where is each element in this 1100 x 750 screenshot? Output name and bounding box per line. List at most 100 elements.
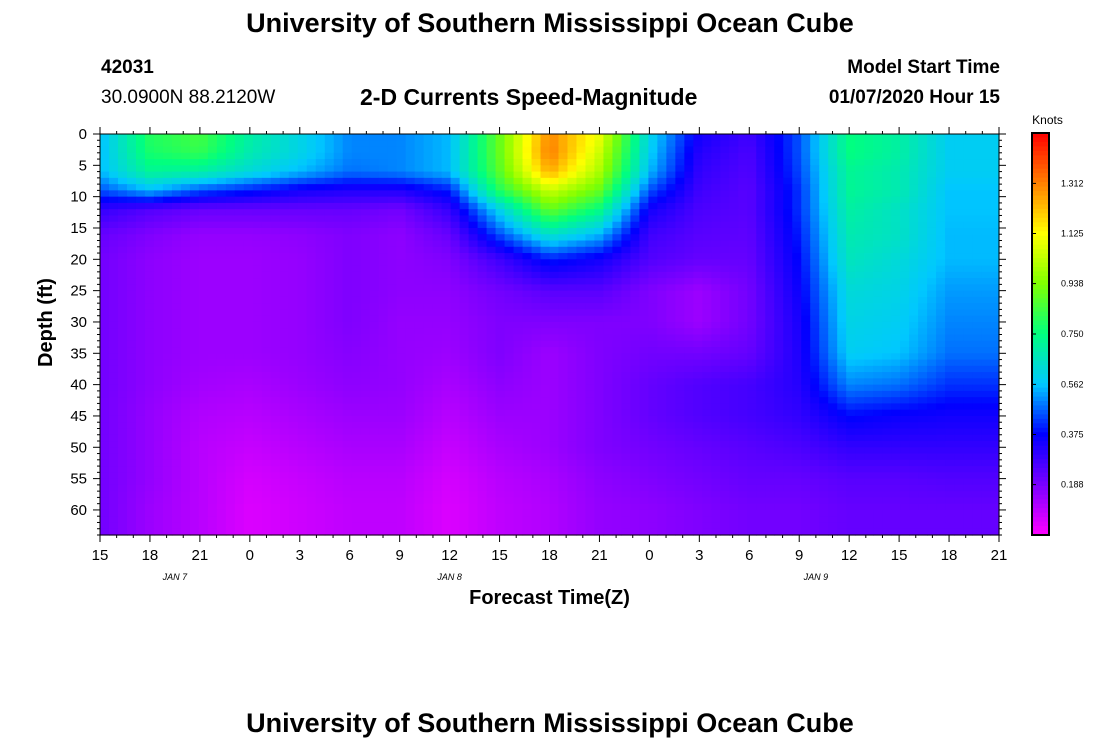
heatmap-cell [684,190,694,198]
heatmap-cell [288,315,299,323]
heatmap-cell [189,428,200,436]
heatmap-cell [450,196,461,204]
heatmap-cell [144,240,155,248]
heatmap-cell [207,359,218,367]
heatmap-cell [333,340,344,348]
heatmap-cell [576,159,587,166]
heatmap-cell [405,428,416,436]
heatmap-cell [189,146,200,154]
heatmap-cell [270,334,281,342]
heatmap-cell [531,303,542,311]
heatmap-cell [666,246,676,254]
heatmap-cell [657,409,667,417]
heatmap-cell [522,422,533,430]
heatmap-cell [378,227,389,235]
heatmap-cell [117,196,128,204]
heatmap-cell [360,159,371,166]
heatmap-cell [486,428,497,436]
heatmap-cell [540,290,551,298]
heatmap-cell [711,140,721,148]
heatmap-cell [522,134,533,141]
heatmap-cell [810,271,820,279]
heatmap-cell [144,184,155,191]
heatmap-cell [342,246,353,254]
heatmap-cell [630,246,640,254]
heatmap-cell [936,265,946,273]
heatmap-cell [702,365,712,373]
heatmap-cell [558,378,569,386]
heatmap-cell [981,353,991,361]
heatmap-cell [504,202,515,210]
heatmap-cell [837,134,847,141]
heatmap-cell [207,234,218,242]
heatmap-cell [405,397,416,405]
heatmap-cell [954,234,964,242]
heatmap-cell [477,340,488,348]
heatmap-cell [675,209,685,217]
heatmap-cell [765,184,775,191]
heatmap-cell [378,146,389,154]
heatmap-cell [711,441,721,448]
heatmap-cell [324,378,335,386]
heatmap-cell [153,177,164,185]
heatmap-cell [738,303,748,311]
heatmap-cell [693,415,703,423]
heatmap-cell [405,328,416,336]
heatmap-cell [846,321,856,329]
heatmap-cell [261,365,272,373]
heatmap-cell [270,365,281,373]
heatmap-cell [450,171,461,179]
heatmap-cell [909,422,919,430]
heatmap-cell [882,246,892,254]
heatmap-cell [531,347,542,354]
heatmap-cell [909,259,919,267]
heatmap-cell [396,390,407,398]
heatmap-cell [540,309,551,317]
heatmap-cell [567,209,578,217]
heatmap-cell [513,177,524,185]
heatmap-cell [783,152,793,160]
heatmap-cell [774,340,784,348]
heatmap-cell [261,290,272,298]
heatmap-cell [729,177,739,185]
heatmap-cell [522,259,533,267]
heatmap-cell [873,146,883,154]
heatmap-cell [477,202,488,210]
heatmap-cell [648,296,658,304]
heatmap-cell [216,359,227,367]
heatmap-cell [702,227,712,235]
heatmap-cell [252,246,263,254]
heatmap-cell [477,428,488,436]
heatmap-cell [243,215,254,223]
heatmap-cell [909,278,919,285]
heatmap-cell [855,159,865,166]
heatmap-cell [495,209,506,217]
heatmap-cell [198,246,209,254]
heatmap-cell [333,390,344,398]
heatmap-cell [873,290,883,298]
heatmap-cell [216,171,227,179]
heatmap-cell [558,340,569,348]
heatmap-cell [378,140,389,148]
heatmap-cell [351,165,362,173]
heatmap-cell [936,321,946,329]
heatmap-cell [360,190,371,198]
heatmap-cell [756,372,766,379]
heatmap-cell [261,202,272,210]
heatmap-cell [810,378,820,386]
heatmap-cell [144,397,155,405]
heatmap-cell [423,190,434,198]
heatmap-cell [423,422,434,430]
heatmap-cell [567,146,578,154]
heatmap-cell [162,171,173,179]
heatmap-cell [414,296,425,304]
heatmap-cell [675,253,685,260]
heatmap-cell [891,384,901,392]
heatmap-cell [612,290,623,298]
heatmap-cell [738,171,748,179]
heatmap-cell [927,190,937,198]
heatmap-cell [792,334,802,342]
heatmap-cell [153,415,164,423]
heatmap-cell [603,259,614,267]
heatmap-cell [882,227,892,235]
